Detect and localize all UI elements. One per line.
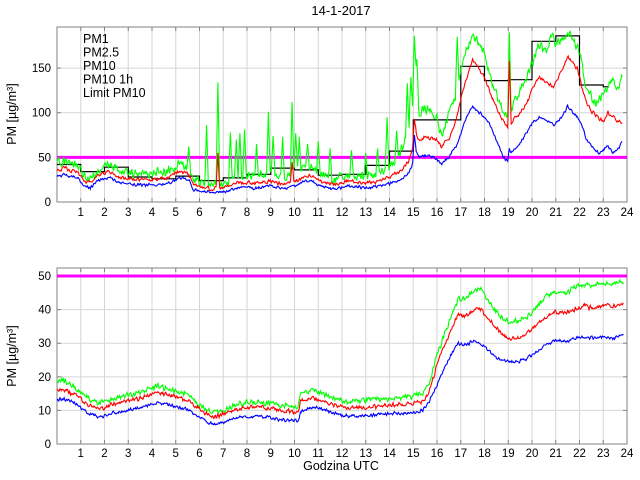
y-tick-label: 50: [38, 271, 51, 283]
x-tick-label: 2: [101, 207, 107, 219]
x-tick-label: 22: [573, 207, 586, 219]
x-tick-label: 2: [101, 448, 107, 460]
y-tick-label: 40: [38, 305, 51, 317]
x-tick-label: 19: [502, 207, 515, 219]
x-tick-label: 13: [359, 207, 372, 219]
x-tick-label: 12: [336, 207, 349, 219]
x-tick-label: 18: [478, 448, 491, 460]
x-tick-label: 15: [407, 448, 420, 460]
x-tick-label: 9: [268, 448, 274, 460]
x-tick-label: 21: [549, 207, 562, 219]
x-tick-label: 3: [125, 207, 131, 219]
x-tick-label: 18: [478, 207, 491, 219]
x-tick-label: 8: [244, 448, 250, 460]
x-tick-label: 14: [383, 448, 396, 460]
x-tick-label: 13: [359, 448, 372, 460]
series-pm10-1h: [57, 35, 608, 182]
x-tick-label: 15: [407, 207, 420, 219]
x-tick-label: 21: [549, 448, 562, 460]
legend-item-1: PM2.5: [83, 46, 119, 60]
y-tick-label: 150: [32, 63, 51, 75]
legend-item-3: PM10 1h: [83, 73, 133, 87]
x-tick-label: 6: [196, 207, 202, 219]
series-pm1: [56, 333, 624, 426]
x-tick-label: 3: [125, 448, 131, 460]
y-tick-label: 100: [32, 108, 51, 120]
chart-title: 14-1-2017: [311, 3, 370, 18]
x-tick-label: 5: [173, 448, 179, 460]
x-tick-label: 16: [431, 448, 444, 460]
x-tick-label: 20: [526, 207, 539, 219]
plot-frame: [56, 26, 628, 203]
bottom-y-axis-label: PM [µg/m³]: [5, 325, 19, 386]
y-tick-label: 0: [45, 439, 51, 451]
x-tick-label: 1: [78, 207, 84, 219]
x-tick-label: 19: [502, 448, 515, 460]
x-tick-label: 8: [244, 207, 250, 219]
plot-frame: [56, 267, 628, 445]
bottom-chart: 1 2 3 4 5 6 7 8 9 10 11 12 13 14 15 16 17 18 19 20 21 22 23 240…: [38, 267, 634, 460]
legend-item-2: PM10: [83, 59, 116, 73]
y-tick-label: 50: [38, 152, 51, 164]
x-tick-label: 22: [573, 448, 586, 460]
x-tick-label: 6: [196, 448, 202, 460]
series-pm1: [56, 103, 623, 195]
x-tick-label: 9: [268, 207, 274, 219]
x-tick-label: 17: [454, 207, 467, 219]
x-tick-label: 10: [288, 207, 301, 219]
x-tick-label: 23: [597, 207, 610, 219]
legend-item-0: PM1: [83, 32, 109, 46]
y-tick-label: 20: [38, 372, 51, 384]
x-tick-label: 24: [621, 448, 634, 460]
x-tick-label: 17: [454, 448, 467, 460]
top-chart: 1 2 3 4 5 6 7 8 9 10 11 12 13 14 15 16 17 18 19 20 21 22 23 240…: [32, 26, 634, 219]
y-tick-label: 0: [45, 197, 51, 209]
x-tick-label: 1: [78, 448, 84, 460]
x-tick-label: 5: [173, 207, 179, 219]
x-tick-label: 7: [220, 207, 226, 219]
y-tick-label: 10: [38, 405, 51, 417]
x-tick-label: 10: [288, 448, 301, 460]
x-tick-label: 11: [312, 207, 324, 219]
x-tick-label: 24: [621, 207, 634, 219]
series-pm10: [56, 29, 623, 189]
x-tick-label: 14: [383, 207, 396, 219]
x-tick-label: 7: [220, 448, 226, 460]
series-pm25: [56, 54, 623, 192]
x-tick-label: 20: [526, 448, 539, 460]
top-y-axis-label: PM [µg/m³]: [5, 83, 19, 144]
x-tick-label: 12: [336, 448, 349, 460]
x-tick-label: 11: [312, 448, 324, 460]
x-tick-label: 4: [149, 448, 156, 460]
y-tick-label: 30: [38, 338, 51, 350]
x-tick-label: 4: [149, 207, 156, 219]
x-axis-label: Godzina UTC: [303, 459, 379, 473]
legend: PM1 PM2.5 PM10 PM10 1h Limit PM10: [83, 32, 146, 100]
x-tick-label: 16: [431, 207, 444, 219]
series-pm10: [56, 278, 624, 415]
legend-item-4: Limit PM10: [83, 86, 146, 100]
series-pm25: [56, 302, 624, 420]
x-tick-label: 23: [597, 448, 610, 460]
